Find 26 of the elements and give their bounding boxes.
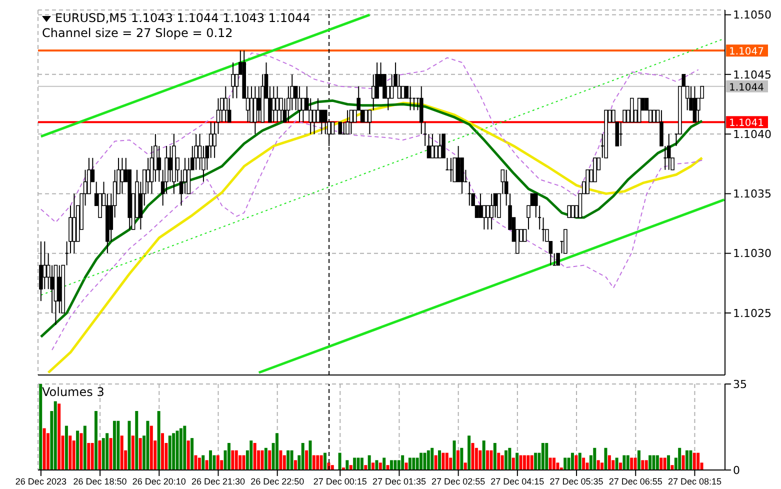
x-tick-label: 26 Dec 20:10 xyxy=(132,476,186,486)
ref-line-label: 1.1041 xyxy=(729,118,764,130)
ref-line-label: 1.1047 xyxy=(729,46,764,58)
x-tick-label: 26 Dec 18:50 xyxy=(73,476,127,486)
x-tick-label: 26 Dec 22:50 xyxy=(250,476,304,486)
y-tick-label: 1.1025 xyxy=(733,306,772,320)
y-tick-label: 0 xyxy=(733,464,740,477)
x-tick-label: 27 Dec 05:35 xyxy=(550,476,604,486)
y-tick-label: 1.1045 xyxy=(733,68,772,82)
x-tick-label: 27 Dec 02:55 xyxy=(432,476,486,486)
text: Channel size = 27 Slope = 0.12 xyxy=(42,26,234,41)
x-tick-label: 27 Dec 00:15 xyxy=(313,476,367,486)
y-tick-label: 1.1050 xyxy=(733,8,772,22)
x-tick-label: 27 Dec 06:55 xyxy=(608,476,662,486)
x-tick-label: 27 Dec 08:15 xyxy=(668,476,722,486)
x-tick-label: 27 Dec 04:15 xyxy=(490,476,544,486)
y-tick-label: 35 xyxy=(733,378,747,391)
x-tick-label: 27 Dec 01:35 xyxy=(372,476,426,486)
y-tick-label: 1.1030 xyxy=(733,247,772,260)
ref-line-label: 1.1044 xyxy=(729,82,764,94)
chart-title: Volumes 3 xyxy=(42,385,104,400)
chart-title: EURUSD,M5 1.1043 1.1044 1.1043 1.1044 xyxy=(55,11,310,26)
y-tick-label: 1.1040 xyxy=(733,128,772,141)
x-tick-label: 26 Dec 21:30 xyxy=(191,476,246,486)
x-tick-label: 26 Dec 2023 xyxy=(15,476,66,486)
y-tick-label: 1.1035 xyxy=(733,188,772,201)
